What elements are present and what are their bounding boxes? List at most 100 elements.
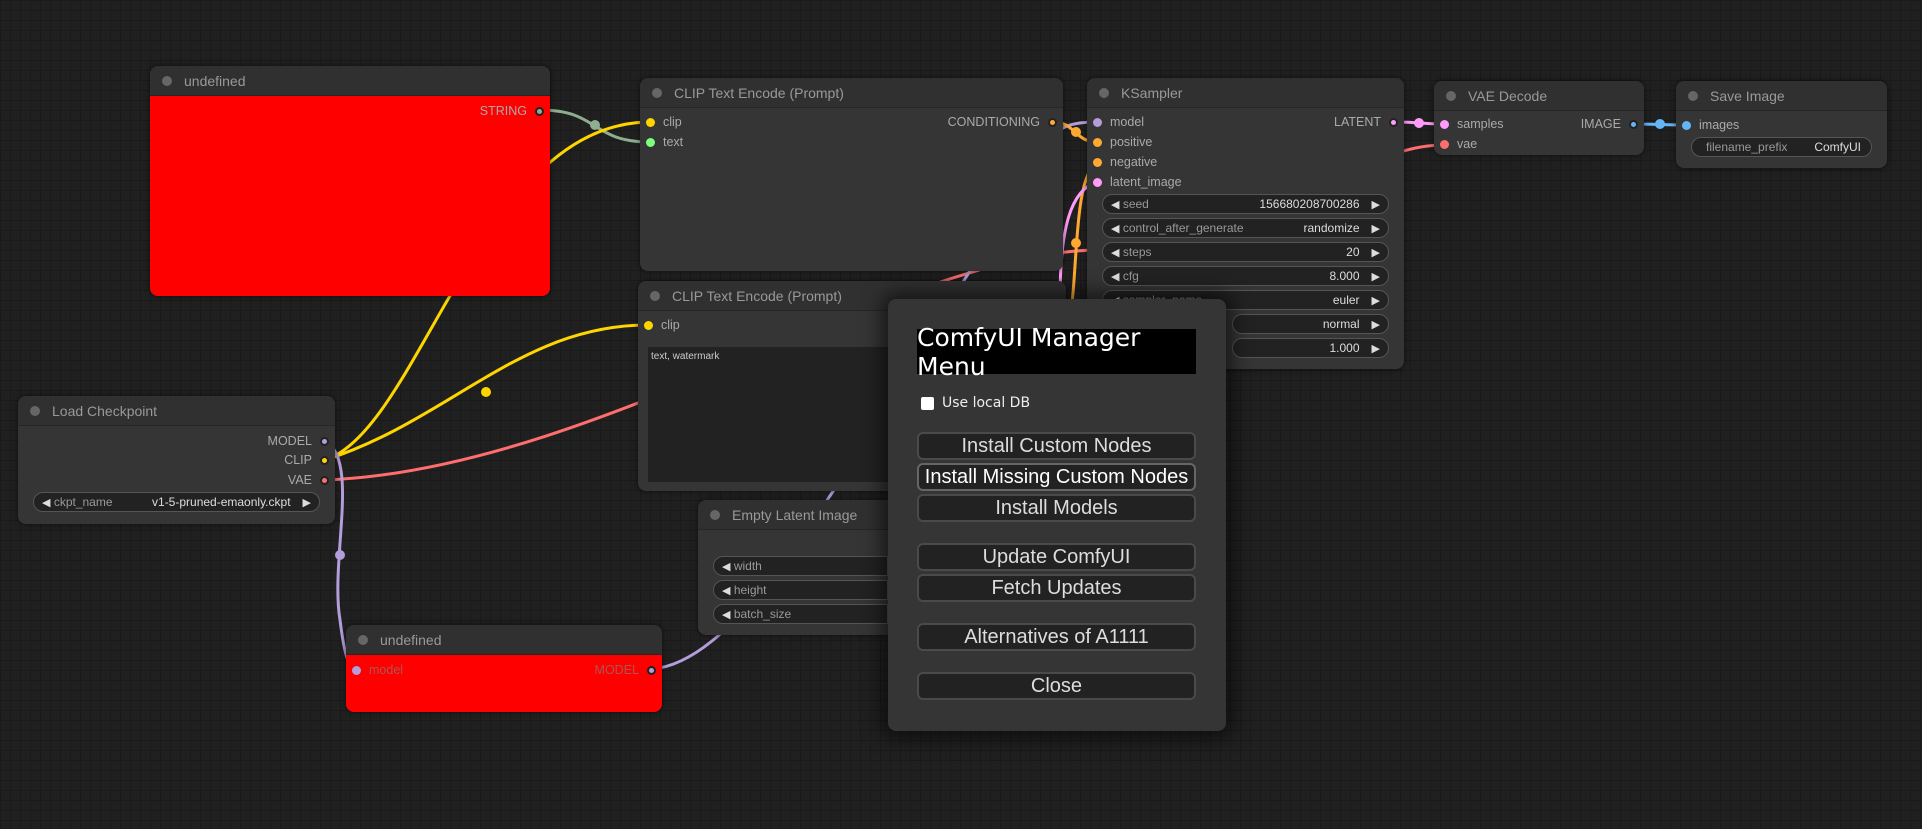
input-samples[interactable]: samples [1440, 115, 1504, 133]
slot-icon[interactable] [1093, 117, 1102, 127]
reroute-dot[interactable] [1071, 127, 1081, 137]
slot-icon[interactable] [320, 455, 329, 465]
collapse-dot-icon[interactable] [650, 290, 660, 301]
node-title[interactable]: KSampler [1087, 78, 1404, 108]
checkbox-icon[interactable] [921, 396, 934, 410]
collapse-dot-icon[interactable] [30, 405, 40, 416]
filename-prefix-widget[interactable]: filename_prefix ComfyUI [1691, 137, 1872, 157]
collapse-dot-icon[interactable] [358, 634, 368, 645]
alternatives-a1111-button[interactable]: Alternatives of A1111 [917, 623, 1196, 651]
collapse-dot-icon[interactable] [710, 509, 720, 520]
node-empty-latent-image[interactable]: Empty Latent Image ◀ width ◀ height ◀ ba… [698, 500, 888, 635]
input-latent-image[interactable]: latent_image [1093, 173, 1182, 191]
slot-icon[interactable] [1389, 117, 1398, 127]
reroute-dot[interactable] [335, 550, 345, 560]
ksampler-widget-field-5[interactable]: normal ▶ [1232, 314, 1389, 334]
slot-icon[interactable] [1629, 119, 1638, 129]
slot-icon[interactable] [1093, 177, 1102, 187]
output-conditioning[interactable]: CONDITIONING [948, 113, 1057, 131]
update-comfyui-button[interactable]: Update ComfyUI [917, 543, 1196, 571]
arrow-right-icon[interactable]: ▶ [1371, 294, 1380, 307]
use-local-db-checkbox[interactable]: Use local DB [921, 395, 1030, 411]
node-title[interactable]: Empty Latent Image [698, 500, 888, 530]
node-ksampler[interactable]: KSampler model positive negative latent_… [1087, 78, 1404, 369]
slot-icon[interactable] [1440, 119, 1449, 129]
node-undefined-bottom[interactable]: undefined model MODEL [346, 625, 662, 712]
input-model[interactable]: model [1093, 113, 1144, 131]
slot-icon[interactable] [644, 320, 653, 330]
arrow-left-icon[interactable]: ◀ [1111, 198, 1120, 211]
node-save-image[interactable]: Save Image images filename_prefix ComfyUI [1676, 81, 1887, 168]
arrow-left-icon[interactable]: ◀ [42, 496, 51, 509]
output-image[interactable]: IMAGE [1581, 115, 1638, 133]
node-title[interactable]: VAE Decode [1434, 81, 1644, 111]
arrow-left-icon[interactable]: ◀ [1111, 270, 1120, 283]
arrow-left-icon[interactable]: ◀ [722, 560, 731, 573]
node-clip-text-encode-1[interactable]: CLIP Text Encode (Prompt) clip text COND… [640, 78, 1063, 271]
batch-size-widget[interactable]: ◀ batch_size [713, 604, 888, 624]
input-clip[interactable]: clip [644, 316, 680, 334]
slot-icon[interactable] [352, 665, 361, 675]
node-title[interactable]: undefined [150, 66, 550, 96]
ksampler-widget-field-6[interactable]: 1.000 ▶ [1232, 338, 1389, 358]
input-positive[interactable]: positive [1093, 133, 1152, 151]
output-latent[interactable]: LATENT [1334, 113, 1398, 131]
ksampler-widget-control-after-generate[interactable]: ◀ control_after_generate randomize ▶ [1102, 218, 1389, 238]
slot-icon[interactable] [320, 436, 329, 446]
node-undefined-top[interactable]: undefined STRING [150, 66, 550, 296]
node-title[interactable]: undefined [346, 625, 662, 655]
ksampler-widget-steps[interactable]: ◀ steps 20 ▶ [1102, 242, 1389, 262]
output-string[interactable]: STRING [480, 102, 544, 120]
reroute-dot[interactable] [1655, 119, 1665, 129]
slot-icon[interactable] [647, 665, 656, 675]
node-title[interactable]: CLIP Text Encode (Prompt) [640, 78, 1063, 108]
collapse-dot-icon[interactable] [1099, 87, 1109, 98]
node-vae-decode[interactable]: VAE Decode samples vae IMAGE [1434, 81, 1644, 155]
output-model[interactable]: MODEL [268, 432, 329, 450]
ksampler-widget-cfg[interactable]: ◀ cfg 8.000 ▶ [1102, 266, 1389, 286]
input-model[interactable]: model [352, 661, 403, 679]
arrow-right-icon[interactable]: ▶ [1371, 270, 1380, 283]
input-clip[interactable]: clip [646, 113, 682, 131]
output-clip[interactable]: CLIP [284, 451, 329, 469]
input-vae[interactable]: vae [1440, 135, 1477, 153]
input-images[interactable]: images [1682, 116, 1739, 134]
collapse-dot-icon[interactable] [1688, 90, 1698, 101]
collapse-dot-icon[interactable] [162, 75, 172, 86]
arrow-right-icon[interactable]: ▶ [1371, 198, 1380, 211]
reroute-dot[interactable] [1071, 238, 1081, 248]
slot-icon[interactable] [1093, 157, 1102, 167]
arrow-right-icon[interactable]: ▶ [1371, 342, 1380, 355]
node-title[interactable]: Save Image [1676, 81, 1887, 111]
output-model[interactable]: MODEL [595, 661, 656, 679]
input-negative[interactable]: negative [1093, 153, 1157, 171]
arrow-right-icon[interactable]: ▶ [1371, 318, 1380, 331]
slot-icon[interactable] [1093, 137, 1102, 147]
install-models-button[interactable]: Install Models [917, 494, 1196, 522]
fetch-updates-button[interactable]: Fetch Updates [917, 574, 1196, 602]
slot-icon[interactable] [1682, 120, 1691, 130]
arrow-left-icon[interactable]: ◀ [1111, 246, 1120, 259]
node-title[interactable]: Load Checkpoint [18, 396, 335, 426]
reroute-dot[interactable] [1414, 118, 1424, 128]
node-load-checkpoint[interactable]: Load Checkpoint MODEL CLIP VAE ◀ ckpt_na… [18, 396, 335, 524]
ckpt-name-widget[interactable]: ◀ ckpt_name v1-5-pruned-emaonly.ckpt ▶ [33, 492, 320, 512]
collapse-dot-icon[interactable] [1446, 90, 1456, 101]
height-widget[interactable]: ◀ height [713, 580, 888, 600]
width-widget[interactable]: ◀ width [713, 556, 888, 576]
reroute-dot[interactable] [481, 387, 491, 397]
slot-icon[interactable] [320, 475, 329, 485]
close-button[interactable]: Close [917, 672, 1196, 700]
arrow-left-icon[interactable]: ◀ [1111, 222, 1120, 235]
arrow-right-icon[interactable]: ▶ [1371, 222, 1380, 235]
input-text[interactable]: text [646, 133, 683, 151]
arrow-left-icon[interactable]: ◀ [722, 584, 731, 597]
arrow-right-icon[interactable]: ▶ [1371, 246, 1380, 259]
arrow-right-icon[interactable]: ▶ [302, 496, 311, 509]
reroute-dot[interactable] [590, 120, 600, 130]
collapse-dot-icon[interactable] [652, 87, 662, 98]
slot-icon[interactable] [646, 137, 655, 147]
install-custom-nodes-button[interactable]: Install Custom Nodes [917, 432, 1196, 460]
slot-icon[interactable] [646, 117, 655, 127]
slot-icon[interactable] [1440, 139, 1449, 149]
